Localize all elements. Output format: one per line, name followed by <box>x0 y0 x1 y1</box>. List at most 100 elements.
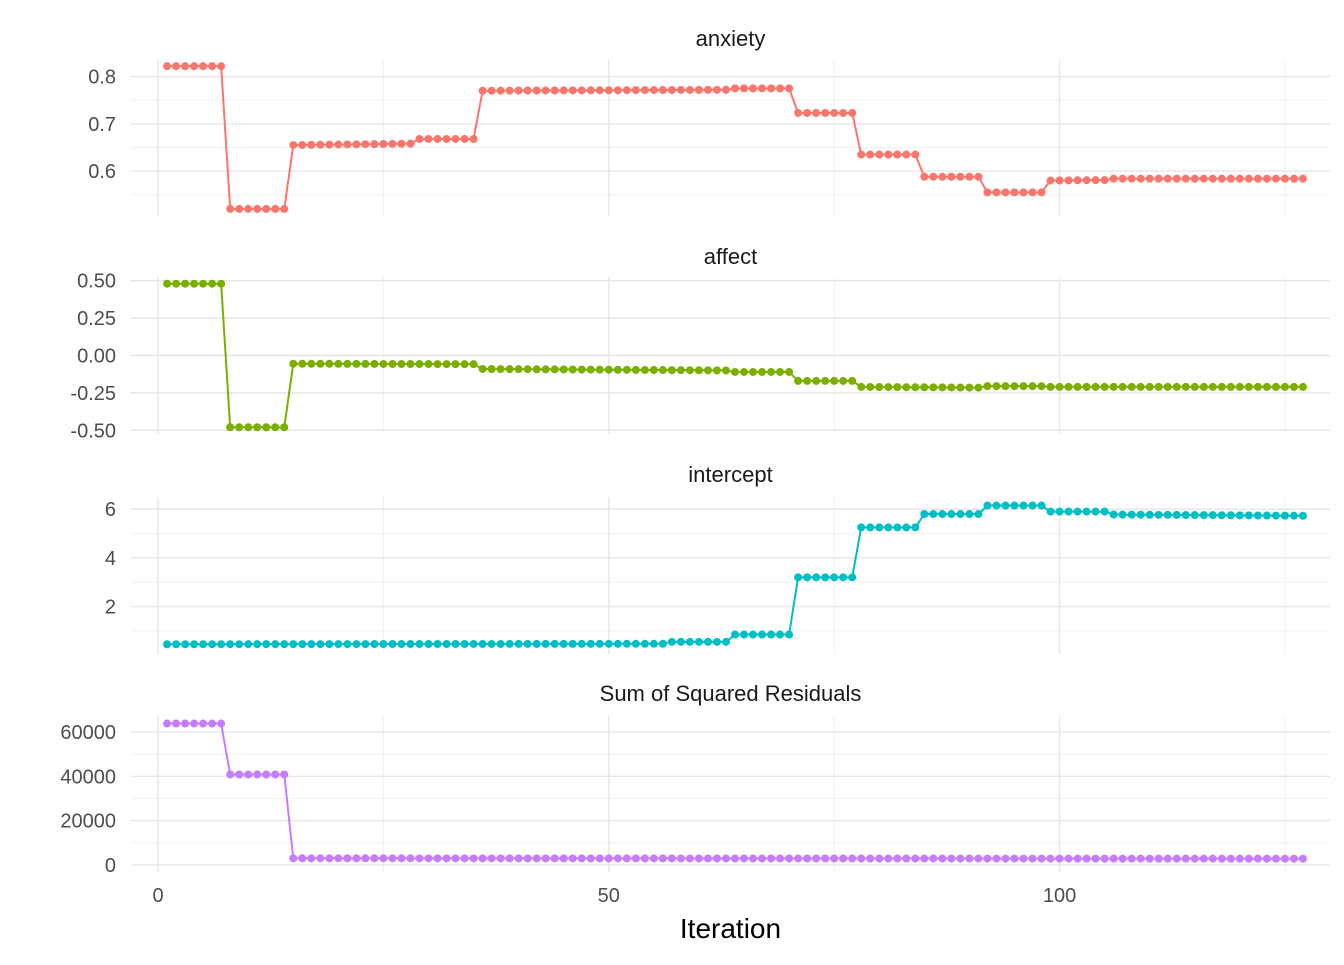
data-point <box>199 719 208 728</box>
data-point <box>947 510 956 519</box>
data-point <box>703 366 712 375</box>
data-point <box>992 854 1001 863</box>
data-point <box>1190 174 1199 183</box>
data-point <box>785 630 794 639</box>
data-point <box>577 86 586 95</box>
data-point <box>307 359 316 368</box>
data-point <box>433 134 442 143</box>
data-point <box>1163 382 1172 391</box>
data-point <box>271 204 280 213</box>
data-point <box>1145 174 1154 183</box>
data-point <box>388 640 397 649</box>
y-tick-label: 0.7 <box>88 114 116 136</box>
y-tick-label: 20000 <box>60 811 116 833</box>
data-point <box>1082 382 1091 391</box>
data-point <box>1091 507 1100 516</box>
data-point <box>532 639 541 648</box>
data-point <box>523 639 532 648</box>
data-point <box>370 140 379 149</box>
data-point <box>577 365 586 374</box>
data-point <box>1073 854 1082 863</box>
data-point <box>938 383 947 392</box>
data-point <box>676 854 685 863</box>
data-point <box>442 360 451 369</box>
data-point <box>415 854 424 863</box>
data-point <box>866 150 875 159</box>
data-point <box>694 366 703 375</box>
data-point <box>613 365 622 374</box>
data-point <box>199 279 208 288</box>
data-point <box>514 854 523 863</box>
data-point <box>379 640 388 649</box>
data-point <box>1217 511 1226 520</box>
data-point <box>307 140 316 149</box>
data-point <box>712 366 721 375</box>
data-point <box>983 188 992 197</box>
data-point <box>758 630 767 639</box>
data-point <box>631 854 640 863</box>
data-point <box>956 510 965 519</box>
data-point <box>370 359 379 368</box>
data-point <box>1199 854 1208 863</box>
data-point <box>1091 176 1100 185</box>
data-point <box>830 573 839 582</box>
data-point <box>424 134 433 143</box>
data-point <box>1235 511 1244 520</box>
panel-affect: -0.50 -0.25 0.00 0.25 0.50 affect <box>70 244 1330 442</box>
data-point <box>586 854 595 863</box>
data-point <box>1199 174 1208 183</box>
data-point <box>1280 174 1289 183</box>
data-point <box>740 84 749 93</box>
data-point <box>1010 382 1019 391</box>
data-point <box>1118 382 1127 391</box>
data-point <box>397 854 406 863</box>
data-point <box>163 640 172 649</box>
data-point <box>604 86 613 95</box>
data-point <box>731 854 740 863</box>
data-point <box>929 172 938 181</box>
data-point <box>1244 511 1253 520</box>
data-point <box>514 86 523 95</box>
data-point <box>1217 382 1226 391</box>
data-point <box>875 523 884 532</box>
data-point <box>1091 382 1100 391</box>
data-point <box>929 854 938 863</box>
data-point <box>253 640 262 649</box>
data-point <box>280 770 289 779</box>
data-point <box>325 140 334 149</box>
data-point <box>1154 174 1163 183</box>
data-point <box>253 423 262 432</box>
data-point <box>848 854 857 863</box>
data-point <box>703 854 712 863</box>
data-point <box>1091 854 1100 863</box>
data-point <box>947 172 956 181</box>
data-point <box>803 108 812 117</box>
panel-title: affect <box>704 244 757 269</box>
data-point <box>271 423 280 432</box>
data-point <box>974 172 983 181</box>
data-point <box>352 140 361 149</box>
data-point <box>1019 854 1028 863</box>
data-point <box>235 423 244 432</box>
data-point <box>442 854 451 863</box>
data-point <box>550 854 559 863</box>
data-point <box>388 359 397 368</box>
data-point <box>703 637 712 646</box>
data-point <box>307 640 316 649</box>
data-point <box>1082 507 1091 516</box>
data-point <box>740 367 749 376</box>
data-point <box>1235 382 1244 391</box>
data-point <box>1163 174 1172 183</box>
data-point <box>478 86 487 95</box>
data-point <box>821 376 830 385</box>
data-point <box>613 86 622 95</box>
data-point <box>334 640 343 649</box>
data-point <box>1001 854 1010 863</box>
data-point <box>586 86 595 95</box>
data-point <box>1001 188 1010 197</box>
data-point <box>505 86 514 95</box>
data-point <box>1145 510 1154 519</box>
y-tick-label: 0.00 <box>77 346 116 368</box>
data-point <box>857 382 866 391</box>
